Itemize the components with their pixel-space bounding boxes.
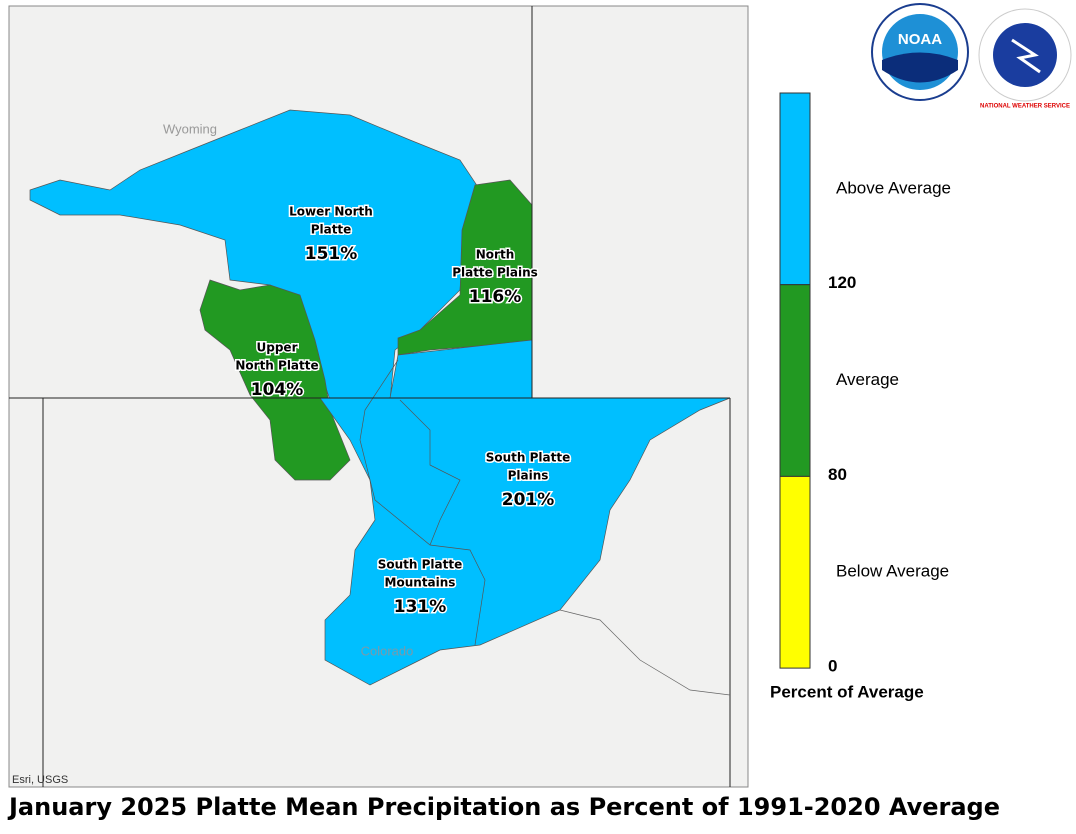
state-label: Wyoming xyxy=(163,121,217,136)
basin-labels: Lower North Platte 151% North Platte Plains 1… xyxy=(234,203,572,619)
basin-value: 104% xyxy=(251,380,304,400)
legend-title: Percent of Average xyxy=(770,682,924,701)
basin-value: 116% xyxy=(469,287,522,307)
basin-value: 131% xyxy=(394,597,447,617)
basin-name: Plains xyxy=(508,469,549,483)
county-line xyxy=(559,609,731,696)
noaa-text: NOAA xyxy=(898,31,942,48)
state-label: Colorado xyxy=(361,643,414,658)
legend-swatch xyxy=(779,475,811,669)
legend-break: 80 xyxy=(828,465,847,484)
nws-logo-inner xyxy=(993,23,1057,87)
basin-name: South Platte xyxy=(486,451,571,465)
basin-name: Mountains xyxy=(385,576,456,590)
legend-label: Below Average xyxy=(836,562,949,581)
basin-name: Platte xyxy=(311,223,352,237)
basin-south-platte xyxy=(319,397,731,686)
basin-name: North xyxy=(476,248,514,262)
basin-value: 151% xyxy=(305,244,358,264)
basin-name: Platte Plains xyxy=(452,266,538,280)
legend-break: 120 xyxy=(828,273,856,292)
legend-swatch xyxy=(779,284,811,477)
basin-name: North Platte xyxy=(235,359,318,373)
legend-label: Above Average xyxy=(836,178,951,197)
legend-label: Average xyxy=(836,370,899,389)
basin-upper-north-platte xyxy=(199,279,351,481)
basin-north-platte-plains xyxy=(397,179,533,356)
basin-name: Upper xyxy=(257,341,298,355)
nws-text: NATIONAL WEATHER SERVICE xyxy=(980,104,1070,110)
legend-swatch xyxy=(779,92,811,286)
basin-name: Lower North xyxy=(289,205,373,219)
title: January 2025 Platte Mean Precipitation a… xyxy=(7,793,1000,821)
legend-break: 0 xyxy=(828,657,837,676)
legend: Above Average Average Below Average 120 80 0 xyxy=(779,92,951,676)
attribution: Esri, USGS xyxy=(12,774,68,786)
basin-value: 201% xyxy=(502,490,555,510)
basin-name: South Platte xyxy=(378,558,463,572)
basin-divider xyxy=(359,359,486,646)
basin-divider xyxy=(399,399,461,546)
nws-bolt xyxy=(1011,38,1041,74)
noaa-wave xyxy=(882,52,958,83)
